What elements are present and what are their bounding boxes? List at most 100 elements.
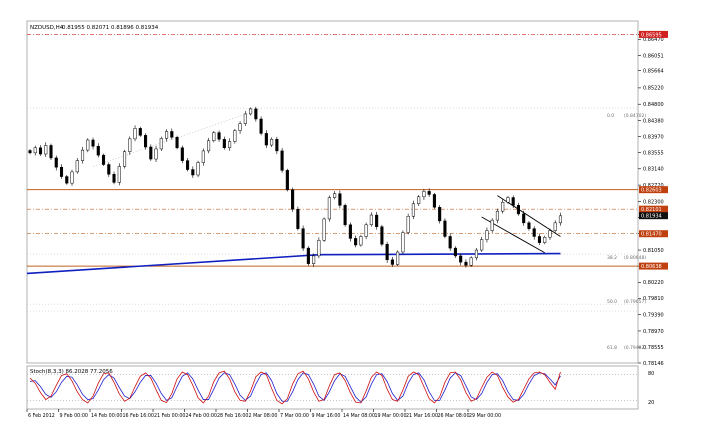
candle-body bbox=[495, 210, 499, 221]
candle-body bbox=[70, 171, 74, 184]
candle-body bbox=[149, 146, 153, 160]
fib-value-50: (0.79657) bbox=[624, 299, 646, 305]
candle-body bbox=[217, 132, 221, 140]
candle-body bbox=[91, 139, 95, 147]
price-tick-label: 0.86470 bbox=[643, 37, 664, 43]
candle-body bbox=[485, 230, 489, 240]
candle-body bbox=[49, 145, 53, 159]
candle-body bbox=[343, 205, 347, 226]
time-tick-label: 9 Feb 00:00 bbox=[60, 413, 88, 419]
time-tick-label: 6 Feb 2012 bbox=[28, 413, 55, 419]
price-badge-label: 0.86595 bbox=[641, 32, 662, 38]
price-tick-label: 0.82720 bbox=[643, 183, 664, 189]
candle-body bbox=[238, 123, 242, 131]
time-tick-label: 24 Feb 00:00 bbox=[186, 413, 217, 419]
time-tick-label: 21 Mar 16:00 bbox=[406, 413, 438, 419]
candle-body bbox=[275, 138, 279, 152]
candle-body bbox=[222, 138, 226, 149]
price-tick-label: 0.83140 bbox=[643, 167, 664, 173]
candle-body bbox=[417, 196, 421, 205]
candle-body bbox=[96, 145, 100, 156]
candle-body bbox=[175, 137, 179, 149]
price-badge-label: 0.82603 bbox=[641, 188, 662, 194]
candle-body bbox=[75, 160, 79, 173]
candle-body bbox=[259, 118, 263, 134]
candle-body bbox=[133, 128, 137, 140]
candle-body bbox=[380, 226, 384, 245]
time-tick-label: 28 Feb 16:00 bbox=[217, 413, 248, 419]
time-tick-label: 7 Mar 00:00 bbox=[280, 413, 309, 419]
candle-body bbox=[558, 215, 563, 224]
candle-body bbox=[233, 130, 237, 142]
candle-body bbox=[54, 157, 58, 168]
candle-body bbox=[385, 243, 389, 261]
price-tick-label: 0.85664 bbox=[643, 68, 664, 74]
candle-body bbox=[101, 154, 106, 165]
price-badge bbox=[639, 212, 668, 220]
candle-body bbox=[254, 108, 258, 120]
candle-body bbox=[375, 214, 379, 227]
time-tick-label: 19 Mar 00:00 bbox=[375, 413, 407, 419]
candle-body bbox=[490, 219, 494, 231]
candle-body bbox=[422, 191, 426, 198]
candle-body bbox=[44, 145, 48, 155]
candle-body bbox=[364, 224, 368, 237]
time-tick-label: 21 Feb 00:00 bbox=[154, 413, 185, 419]
price-tick-label: 0.84380 bbox=[643, 118, 664, 124]
candle-body bbox=[212, 132, 216, 142]
candle-body bbox=[59, 166, 64, 177]
candle-body bbox=[322, 218, 326, 241]
price-badge-label: 0.81934 bbox=[641, 214, 662, 220]
price-badge bbox=[639, 30, 668, 38]
price-badge-label: 0.81470 bbox=[641, 232, 662, 238]
candle-body bbox=[170, 131, 174, 138]
candle-body bbox=[317, 240, 321, 257]
price-tick-label: 0.84800 bbox=[643, 102, 664, 108]
candle-body bbox=[270, 138, 274, 146]
candle-body bbox=[122, 151, 127, 167]
candle-body bbox=[438, 207, 442, 222]
candle-body bbox=[348, 224, 352, 239]
candle-body bbox=[522, 213, 526, 224]
stoch-main-line bbox=[29, 370, 561, 405]
price-tick-label: 0.83555 bbox=[643, 150, 664, 156]
candle-body bbox=[527, 222, 531, 229]
fib-label-382: 38.2 bbox=[607, 255, 617, 261]
fib-label-618: 61.8 bbox=[607, 345, 617, 351]
candle-body bbox=[207, 140, 211, 152]
candle-body bbox=[354, 238, 358, 246]
candles-layer bbox=[28, 106, 563, 268]
candle-body bbox=[80, 149, 85, 161]
candle-body bbox=[28, 150, 32, 154]
candle-body bbox=[117, 166, 121, 183]
candle-body bbox=[511, 197, 515, 206]
price-tick-label: 0.86051 bbox=[643, 53, 664, 59]
stoch-level-80-label: 80 bbox=[648, 371, 654, 377]
candle-body bbox=[464, 261, 468, 266]
candle-body bbox=[249, 108, 253, 115]
candle-body bbox=[532, 228, 536, 237]
candle-body bbox=[453, 247, 457, 257]
candle-body bbox=[128, 138, 132, 152]
candle-body bbox=[65, 176, 69, 184]
candle-body bbox=[369, 214, 373, 226]
price-tick-label: 0.79390 bbox=[643, 312, 664, 318]
candle-body bbox=[201, 150, 205, 163]
candle-body bbox=[112, 173, 116, 183]
candle-body bbox=[390, 259, 394, 265]
time-tick-label: 14 Feb 00:00 bbox=[91, 413, 122, 419]
price-tick-label: 0.78555 bbox=[643, 345, 664, 351]
candle-body bbox=[186, 160, 190, 170]
candle-body bbox=[301, 228, 305, 249]
candle-body bbox=[406, 215, 410, 233]
stoch-level-20-label: 20 bbox=[648, 400, 654, 406]
fib-value-618: (0.79482) bbox=[624, 345, 646, 351]
time-tick-label: 29 Mar 00:00 bbox=[469, 413, 501, 419]
candle-body bbox=[474, 249, 478, 259]
price-tick-label: 0.78146 bbox=[643, 361, 664, 367]
candle-body bbox=[86, 139, 90, 151]
candle-body bbox=[312, 255, 316, 264]
